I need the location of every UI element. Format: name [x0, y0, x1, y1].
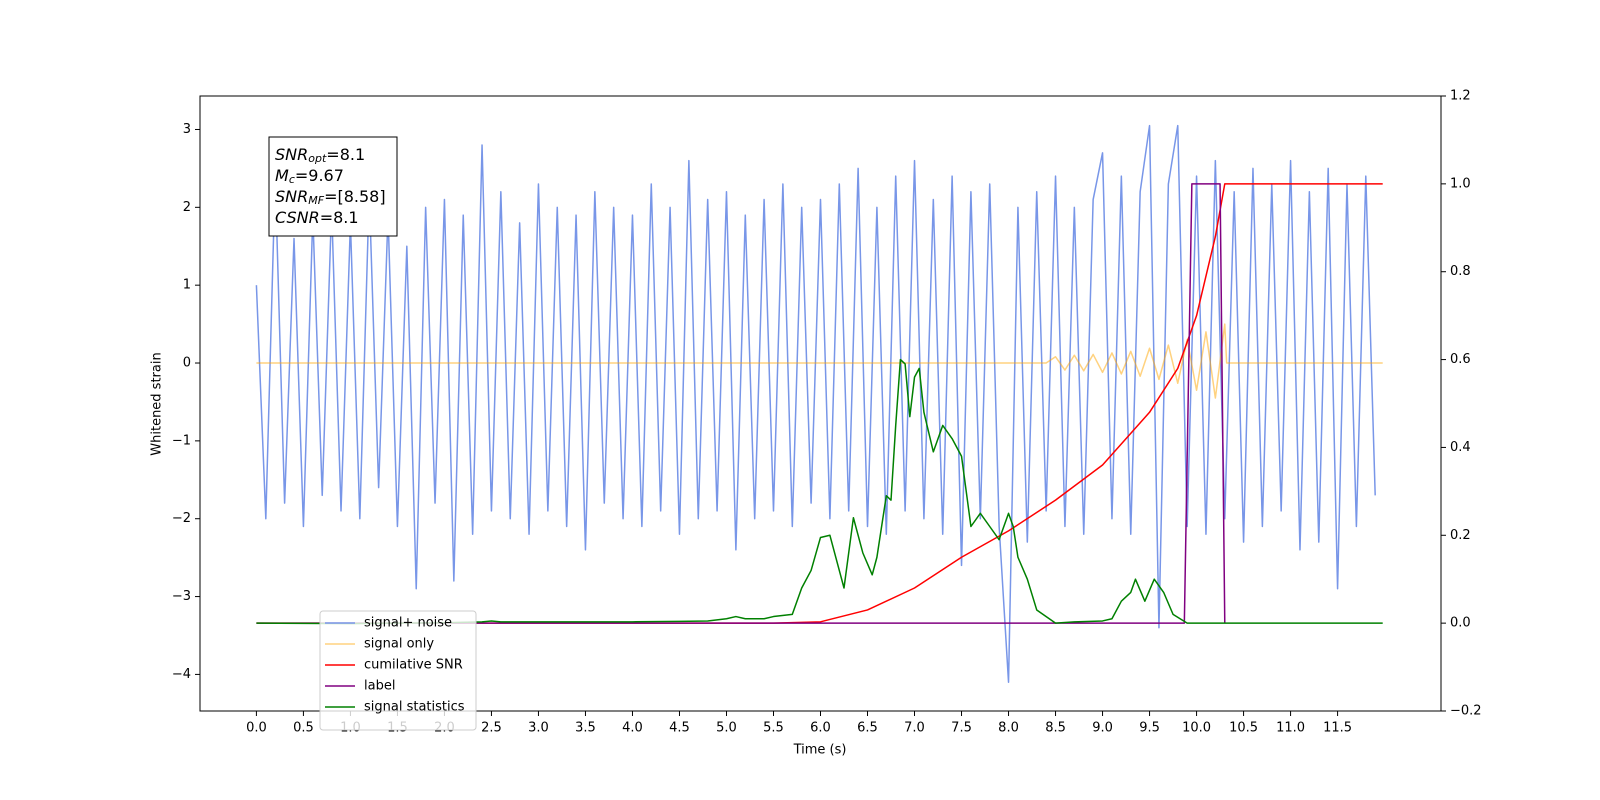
legend-box: [319, 610, 477, 731]
x-tick-label: 6.5: [857, 721, 878, 736]
x-tick-label: 3.5: [575, 721, 596, 736]
annotation: CSNR=8.1: [275, 208, 359, 227]
y-tick-label: −1: [172, 433, 191, 448]
x-tick-label: 6.0: [810, 721, 831, 736]
x-axis-label: Time (s): [793, 743, 847, 758]
y2-tick-label: 0.4: [1450, 440, 1471, 455]
x-tick-label: 10.5: [1229, 721, 1258, 736]
annotation-box: [268, 136, 398, 237]
x-tick-label: 5.5: [763, 721, 784, 736]
x-tick-label: 10.0: [1182, 721, 1211, 736]
legend-label: label: [364, 679, 395, 694]
legend-label: cumilative SNR: [364, 658, 463, 673]
y-tick-label: 3: [183, 122, 191, 137]
x-tick-label: 3.0: [528, 721, 549, 736]
legend-label: signal statistics: [364, 700, 465, 715]
annotation-sub: opt: [308, 152, 327, 165]
x-tick-label: 4.0: [622, 721, 643, 736]
annotation-name: M: [275, 166, 289, 185]
x-tick-label: 2.5: [481, 721, 502, 736]
x-tick-label: 11.5: [1323, 721, 1352, 736]
x-tick-label: 9.0: [1092, 721, 1113, 736]
annotation-value: =[8.58]: [324, 187, 386, 206]
x-tick-label: 0.0: [246, 721, 267, 736]
y-axis-label: Whitened strain: [150, 352, 165, 455]
y2-tick-label: 0.6: [1450, 352, 1471, 367]
legend: signal+ noise signal only cumilative SNR la…: [319, 610, 477, 731]
annotation-name: CSNR: [275, 208, 320, 227]
annotation-name: SNR: [275, 187, 308, 206]
y-tick-label: 2: [183, 200, 191, 215]
series-line: [256, 183, 1383, 624]
annotation-name: SNR: [275, 145, 308, 164]
legend-label: signal+ noise: [364, 616, 452, 631]
annotation: SNRMF=[8.58]: [275, 187, 386, 208]
x-tick-label: 5.0: [716, 721, 737, 736]
y2-tick-label: 1.2: [1450, 89, 1471, 104]
x-tick-label: 7.5: [951, 721, 972, 736]
x-tick-label: 7.0: [904, 721, 925, 736]
y2-tick-label: 0.0: [1450, 616, 1471, 631]
y2-tick-label: 0.8: [1450, 264, 1471, 279]
x-tick-label: 9.5: [1139, 721, 1160, 736]
x-tick-label: 8.0: [998, 721, 1019, 736]
annotation-value: =8.1: [320, 208, 359, 227]
x-tick-label: 4.5: [669, 721, 690, 736]
y-tick-label: 0: [183, 356, 191, 371]
y-tick-label: 1: [183, 278, 191, 293]
y-tick-label: −2: [172, 511, 191, 526]
y2-tick-label: −0.2: [1450, 704, 1482, 719]
y-tick-label: −4: [172, 667, 191, 682]
y-tick-label: −3: [172, 589, 191, 604]
series-line: [255, 124, 1376, 683]
x-tick-label: 0.5: [293, 721, 314, 736]
series-line: [256, 183, 1226, 624]
series-line: [256, 323, 1383, 399]
legend-label: signal only: [364, 637, 434, 652]
x-tick-label: 8.5: [1045, 721, 1066, 736]
annotation: SNRopt=8.1: [275, 145, 365, 166]
plot-area: [255, 124, 1383, 683]
series-line: [256, 358, 1383, 625]
annotation-value: =9.67: [295, 166, 344, 185]
annotation: Mc=9.67: [275, 166, 344, 187]
x-tick-label: 11.0: [1276, 721, 1305, 736]
annotation-sub: MF: [308, 194, 324, 207]
annotation-value: =8.1: [326, 145, 365, 164]
y2-tick-label: 1.0: [1450, 176, 1471, 191]
annotation-sub: c: [289, 173, 295, 186]
y2-tick-label: 0.2: [1450, 528, 1471, 543]
